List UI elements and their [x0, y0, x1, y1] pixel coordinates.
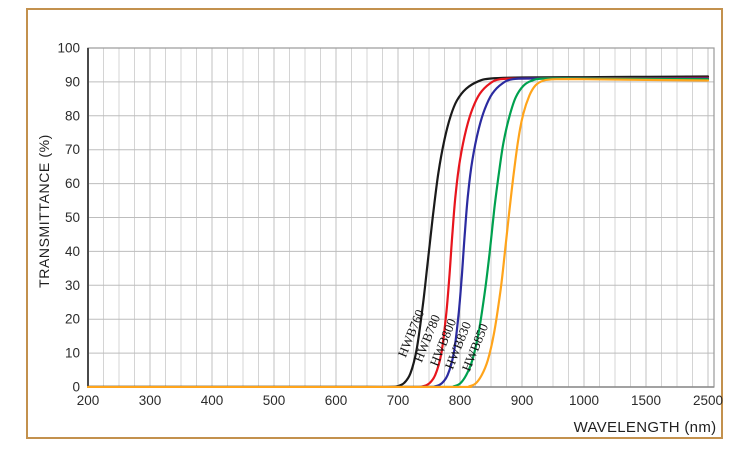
y-tick-label: 100	[57, 41, 80, 56]
x-tick-label: 1500	[631, 393, 661, 408]
x-tick-label: 600	[325, 393, 348, 408]
x-tick-label: 500	[263, 393, 286, 408]
x-tick-label: 1000	[569, 393, 599, 408]
y-tick-label: 80	[65, 108, 80, 123]
series-curve-HWB850	[87, 77, 710, 388]
y-tick-label: 20	[65, 312, 80, 327]
y-tick-label: 40	[65, 244, 80, 259]
y-tick-label: 60	[65, 176, 80, 191]
y-axis-title: TRANSMITTANCE (%)	[36, 134, 52, 288]
x-tick-label: 900	[511, 393, 534, 408]
y-tick-label: 70	[65, 142, 80, 157]
y-tick-label: 50	[65, 210, 80, 225]
x-tick-label: 300	[139, 393, 162, 408]
x-tick-label: 800	[449, 393, 472, 408]
y-tick-label: 90	[65, 74, 80, 89]
x-axis-title: WAVELENGTH (nm)	[573, 419, 717, 436]
y-tick-label: 0	[72, 380, 80, 395]
y-tick-label: 10	[65, 346, 80, 361]
x-tick-label: 700	[387, 393, 410, 408]
x-tick-label: 2500	[693, 393, 723, 408]
x-tick-label: 400	[201, 393, 224, 408]
x-tick-label: 200	[77, 393, 100, 408]
y-tick-label: 30	[65, 278, 80, 293]
